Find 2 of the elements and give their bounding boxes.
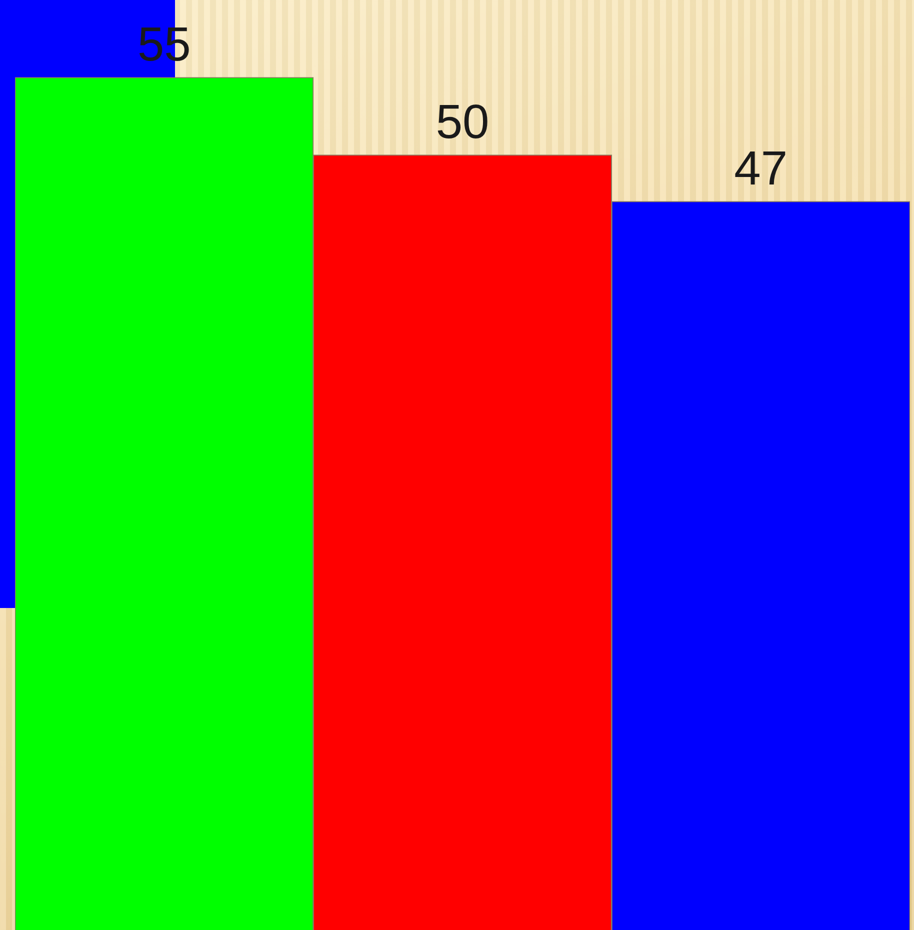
data-label: 47 (734, 142, 788, 196)
data-label: 50 (436, 96, 490, 150)
